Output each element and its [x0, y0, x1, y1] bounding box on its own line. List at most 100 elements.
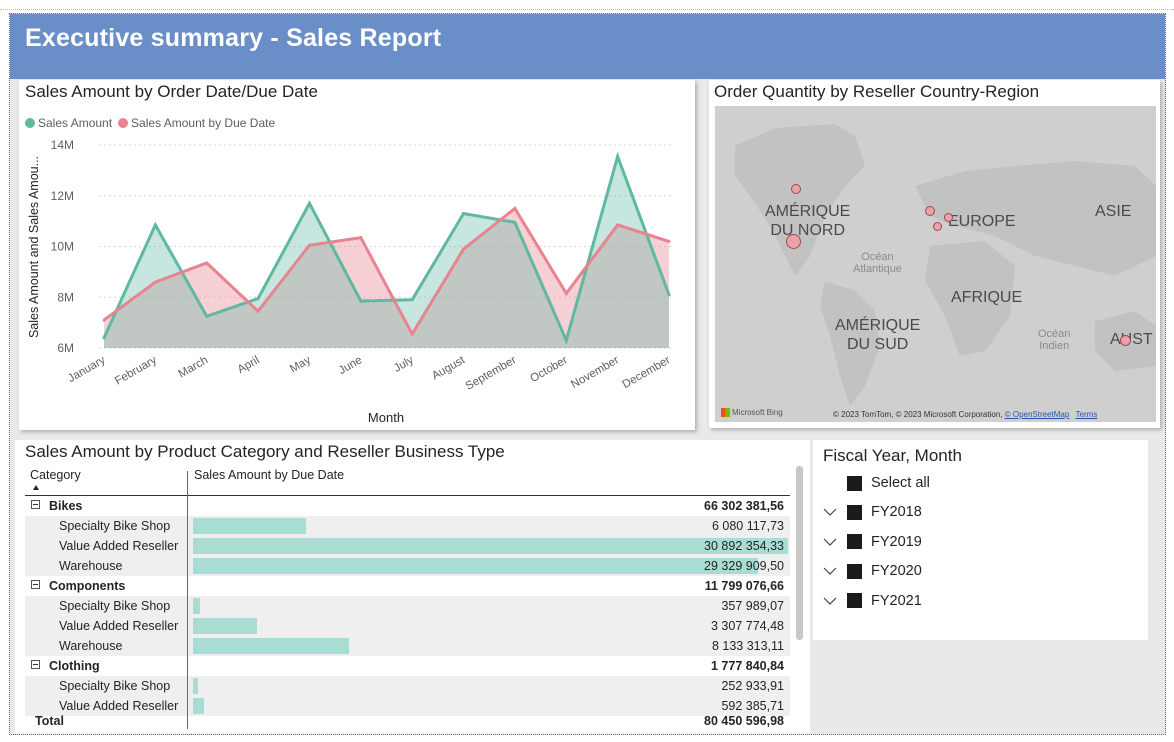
map-bubble-united-kingdom[interactable]	[925, 206, 935, 216]
x-tick-label: April	[236, 354, 262, 376]
legend-item-sales-amount[interactable]: Sales Amount	[25, 116, 112, 130]
slicer-item-fy2020[interactable]: FY2020	[823, 563, 922, 579]
x-tick-label: November	[569, 354, 621, 391]
data-point	[153, 223, 157, 227]
data-bar	[193, 558, 759, 574]
data-point	[307, 243, 311, 247]
data-point	[616, 223, 620, 227]
data-point	[462, 212, 466, 216]
bing-logo: Microsoft Bing	[721, 408, 783, 417]
data-point	[513, 220, 517, 224]
chevron-down-icon[interactable]	[823, 505, 837, 519]
data-point	[410, 332, 414, 336]
line-chart-card[interactable]: Sales Amount by Order Date/Due Date Sale…	[19, 80, 695, 430]
category-row[interactable]: Bikes 66 302 381,56	[25, 496, 790, 516]
map-label-south-america: AMÉRIQUE DU SUD	[835, 317, 921, 353]
matrix-scrollbar[interactable]	[796, 466, 803, 640]
area-chart-plot: 6M 8M 10M 12M 14M January February March April Ma…	[27, 138, 674, 425]
subcategory-row[interactable]: Specialty Bike Shop 252 933,91	[25, 676, 790, 696]
row-label: Value Added Reseller	[59, 699, 179, 713]
x-tick-label: January	[66, 354, 108, 385]
row-label: Warehouse	[59, 559, 123, 573]
chevron-down-icon[interactable]	[823, 594, 837, 608]
subcategory-row[interactable]: Warehouse 8 133 313,11	[25, 636, 790, 656]
map-bubble-france[interactable]	[933, 222, 942, 231]
matrix-table[interactable]: Category Sales Amount by Due Date Bikes 6…	[25, 463, 800, 733]
data-point	[307, 201, 311, 205]
checkbox-icon[interactable]	[847, 475, 862, 491]
column-header-category[interactable]: Category	[30, 468, 81, 490]
collapse-icon[interactable]	[31, 500, 40, 509]
data-point	[205, 314, 209, 318]
fiscal-year-slicer: Fiscal Year, Month Select all FY2018 FY20…	[813, 440, 1148, 640]
subcategory-row[interactable]: Value Added Reseller 592 385,71	[25, 696, 790, 716]
data-point	[410, 298, 414, 302]
checkbox-icon[interactable]	[847, 504, 862, 520]
collapse-icon[interactable]	[31, 660, 40, 669]
row-label: Specialty Bike Shop	[59, 519, 171, 533]
column-divider	[187, 471, 188, 729]
checkbox-icon[interactable]	[847, 563, 862, 579]
category-row[interactable]: Components 11 799 076,66	[25, 576, 790, 596]
data-point	[667, 239, 671, 243]
map-bubble-australia[interactable]	[1120, 335, 1131, 346]
series-line	[103, 206, 670, 338]
map-bubble-united-states[interactable]	[786, 234, 801, 249]
row-value: 252 933,91	[721, 679, 784, 693]
total-row: Total 80 450 596,98	[25, 711, 790, 731]
row-value: 6 080 117,73	[711, 519, 784, 533]
openstreetmap-link[interactable]: © OpenStreetMap	[1004, 410, 1070, 419]
map-label-australia: AUST	[1110, 331, 1153, 348]
data-point	[359, 299, 363, 303]
data-point	[205, 261, 209, 265]
checkbox-icon[interactable]	[847, 593, 862, 608]
legend-label: Sales Amount by Due Date	[131, 116, 276, 130]
world-map[interactable]: AMÉRIQUE DU NORD EUROPE ASIE AFRIQUE AMÉ…	[715, 106, 1156, 422]
x-tick-label: September	[464, 354, 519, 393]
chevron-down-icon[interactable]	[823, 564, 837, 578]
subcategory-row[interactable]: Specialty Bike Shop 357 989,07	[25, 596, 790, 616]
slicer-item-label: FY2020	[871, 563, 922, 579]
report-header: Executive summary - Sales Report	[10, 14, 1165, 79]
total-label: Total	[35, 714, 64, 728]
category-row[interactable]: Clothing 1 777 840,84	[25, 656, 790, 676]
slicer-select-all[interactable]: Select all	[847, 475, 930, 491]
subcategory-row[interactable]: Warehouse 29 329 909,50	[25, 556, 790, 576]
data-bar	[193, 538, 788, 554]
map-credit-text: © 2023 TomTom, © 2023 Microsoft Corporat…	[833, 410, 1003, 419]
y-axis-title: Sales Amount and Sales Amou...	[27, 156, 41, 338]
data-point	[564, 338, 568, 342]
subcategory-row[interactable]: Specialty Bike Shop 6 080 117,73	[25, 516, 790, 536]
column-header-sales[interactable]: Sales Amount by Due Date	[194, 468, 345, 482]
slicer-item-fy2019[interactable]: FY2019	[823, 534, 922, 550]
row-value: 66 302 381,56	[704, 499, 784, 513]
row-label: Clothing	[49, 659, 100, 673]
map-landmass	[735, 124, 1156, 406]
matrix-title: Sales Amount by Product Category and Res…	[25, 442, 505, 461]
x-tick-label: August	[430, 354, 468, 383]
chevron-down-icon[interactable]	[823, 535, 837, 549]
collapse-icon[interactable]	[31, 580, 40, 589]
map-card[interactable]: Order Quantity by Reseller Country-Regio…	[709, 80, 1160, 428]
series-line	[102, 151, 671, 345]
data-point	[256, 309, 260, 313]
slicer-item-fy2018[interactable]: FY2018	[823, 504, 922, 520]
map-label-asia: ASIE	[1095, 203, 1132, 220]
map-bubble-germany[interactable]	[944, 213, 953, 222]
data-point	[256, 297, 260, 301]
legend-dot-icon	[25, 118, 35, 128]
series-area	[104, 208, 669, 348]
subcategory-row[interactable]: Value Added Reseller 3 307 774,48	[25, 616, 790, 636]
x-axis-title: Month	[368, 410, 404, 425]
x-tick-label: February	[113, 354, 159, 388]
map-bubble-canada[interactable]	[791, 184, 801, 194]
checkbox-icon[interactable]	[847, 534, 862, 549]
data-bar	[193, 698, 205, 714]
slicer-item-fy2021[interactable]: FY2021	[823, 593, 922, 609]
slicer-item-label: FY2021	[871, 592, 922, 609]
legend-item-due-date[interactable]: Sales Amount by Due Date	[118, 116, 275, 130]
terms-link[interactable]: Terms	[1075, 410, 1098, 419]
report-title: Executive summary - Sales Report	[25, 24, 442, 52]
data-point	[667, 293, 671, 297]
subcategory-row[interactable]: Value Added Reseller 30 892 354,33	[25, 536, 790, 556]
